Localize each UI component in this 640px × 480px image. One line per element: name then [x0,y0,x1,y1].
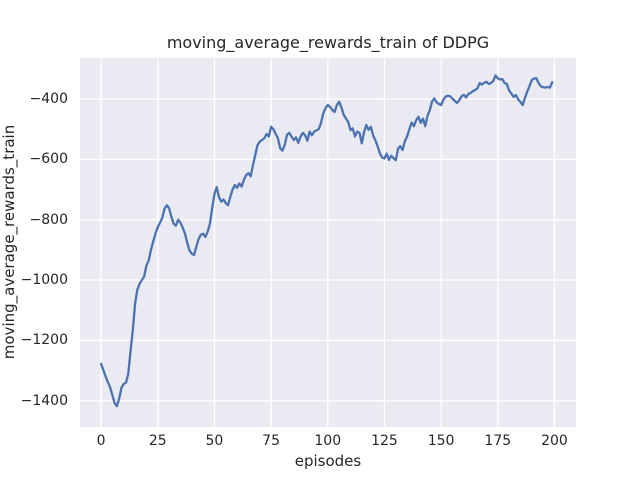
x-tick-label: 0 [96,433,106,449]
x-tick-label: 75 [262,433,280,449]
x-tick-label: 200 [541,433,568,449]
x-tick-label: 100 [314,433,342,449]
x-tick-label: 150 [427,433,455,449]
x-axis-label: episodes [294,452,362,470]
y-tick-label: −400 [29,91,68,108]
y-tick-label: −1400 [20,392,68,409]
plot-canvas [80,58,576,427]
y-tick-label: −1000 [20,272,68,289]
y-tick-label: −600 [29,151,68,168]
series-line-moving_average_rewards_train [99,74,554,408]
x-tick-label: 125 [371,433,398,449]
plot-area [80,58,576,427]
y-tick-label: −800 [29,211,68,228]
x-tick-label: 25 [148,433,167,449]
x-tick-label: 50 [205,433,224,449]
y-tick-label: −1200 [20,332,68,349]
x-tick-label: 175 [484,433,512,449]
chart-title: moving_average_rewards_train of DDPG [166,33,490,52]
